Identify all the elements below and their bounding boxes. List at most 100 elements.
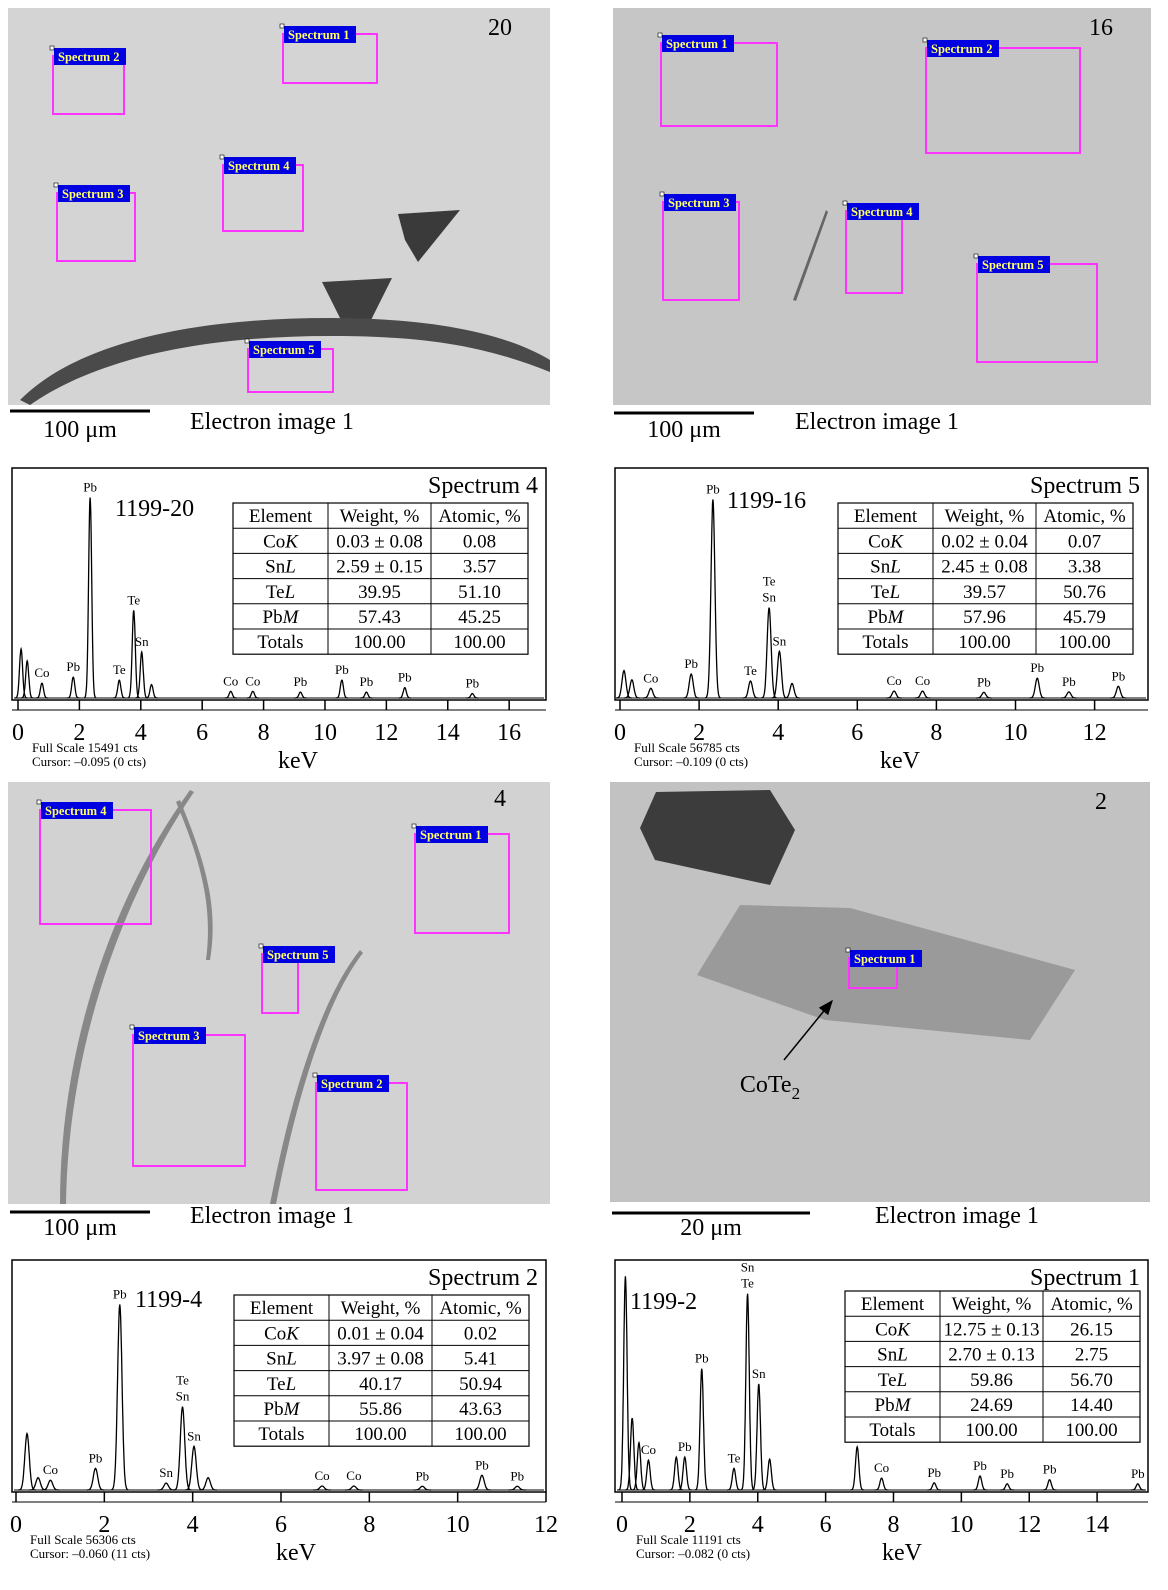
table-cell: 43.63 <box>459 1399 502 1420</box>
peak-label: Pb <box>1111 668 1125 683</box>
element-line: M <box>282 607 300 628</box>
image-number: 4 <box>494 786 506 812</box>
peak-label: Te <box>176 1373 189 1388</box>
table-header: Element <box>250 1298 314 1319</box>
element-line: L <box>285 1349 297 1370</box>
table-cell: 50.94 <box>459 1374 502 1395</box>
peak-label: Pb <box>294 674 308 689</box>
table-header: Atomic, % <box>1050 1294 1132 1315</box>
element-symbol: Te <box>871 582 890 603</box>
peak-label: Sn <box>135 634 149 649</box>
table-header: Atomic, % <box>438 506 520 527</box>
peak-label: Co <box>643 670 658 685</box>
table-cell: 59.86 <box>970 1370 1013 1391</box>
table-cell: 14.40 <box>1070 1395 1113 1416</box>
element-symbol: Pb <box>263 607 283 628</box>
spectrum-marker <box>313 1073 317 1077</box>
spectrum-marker <box>843 201 847 205</box>
table-cell: Totals <box>862 632 908 653</box>
spectrum-label: Spectrum 3 <box>62 187 123 201</box>
spectrum-label: Spectrum 4 <box>228 159 290 173</box>
peak-label: Pb <box>1000 1466 1014 1481</box>
table-cell: 100.00 <box>1058 632 1110 653</box>
element-symbol: Te <box>878 1370 897 1391</box>
table-cell: SnL <box>266 1349 297 1370</box>
table-cell: PbM <box>264 1399 301 1420</box>
full-scale: Full Scale 56306 cts <box>30 1532 136 1547</box>
spectrum-marker <box>923 38 927 42</box>
element-line: K <box>889 531 904 552</box>
table-cell: CoK <box>263 531 299 552</box>
element-symbol: Co <box>263 531 285 552</box>
full-scale: Full Scale 11191 cts <box>636 1532 741 1547</box>
x-tick-label: 10 <box>1004 720 1028 746</box>
table-cell: SnL <box>877 1345 908 1366</box>
spectrum-marker <box>658 33 662 37</box>
image-caption: Electron image 1 <box>190 1203 354 1229</box>
table-cell: 100.00 <box>958 632 1010 653</box>
element-line: L <box>284 557 296 578</box>
spectrum-marker <box>54 183 58 187</box>
x-tick-label: 12 <box>1017 1512 1041 1538</box>
element-symbol: Te <box>266 582 285 603</box>
sample-id: 1199-4 <box>135 1287 202 1313</box>
peak-label: Pb <box>398 670 412 685</box>
spectrum-marker <box>660 192 664 196</box>
x-tick-label: 8 <box>258 720 270 746</box>
spectrum-label: Spectrum 5 <box>253 343 314 357</box>
spectrum-label: Spectrum 1 <box>666 37 727 51</box>
image-caption: Electron image 1 <box>190 409 354 435</box>
table-cell: 45.79 <box>1063 607 1106 628</box>
spectrum-label: Spectrum 2 <box>931 42 992 56</box>
x-tick-label: 12 <box>374 720 398 746</box>
element-symbol: Co <box>868 531 890 552</box>
table-cell: TeL <box>878 1370 907 1391</box>
element-symbol: Pb <box>264 1399 284 1420</box>
peak-label: Pb <box>335 662 349 677</box>
table-cell: PbM <box>868 607 905 628</box>
peak-label: Pb <box>678 1439 692 1454</box>
x-tick-label: 6 <box>275 1512 287 1538</box>
annotation-subscript: 2 <box>792 1084 801 1103</box>
scale-label: 20 μm <box>680 1215 742 1241</box>
table-cell: 5.41 <box>464 1349 497 1370</box>
table-cell: SnL <box>265 557 296 578</box>
x-tick-label: 10 <box>313 720 337 746</box>
table-cell: 0.01 ± 0.04 <box>337 1323 424 1344</box>
table-cell: 100.00 <box>453 632 505 653</box>
spectrum-label: Spectrum 5 <box>267 948 328 962</box>
element-symbol: Sn <box>877 1345 898 1366</box>
element-line: M <box>894 1395 912 1416</box>
spectrum-title: Spectrum 4 <box>428 473 538 499</box>
table-cell: 57.96 <box>963 607 1006 628</box>
table-cell: 2.45 ± 0.08 <box>941 557 1027 578</box>
table-cell: 3.57 <box>463 557 496 578</box>
x-tick-label: 0 <box>10 1512 22 1538</box>
x-tick-label: 16 <box>497 720 521 746</box>
spectrum-marker <box>412 824 416 828</box>
table-cell: 3.97 ± 0.08 <box>337 1349 423 1370</box>
x-tick-label: 4 <box>187 1512 199 1538</box>
table-cell: TeL <box>266 582 295 603</box>
spectrum-label: Spectrum 4 <box>851 205 913 219</box>
table-header: Atomic, % <box>1043 506 1125 527</box>
table-cell: CoK <box>875 1319 911 1340</box>
table-cell: 24.69 <box>970 1395 1013 1416</box>
spectrum-label: Spectrum 1 <box>854 952 915 966</box>
table-cell: 50.76 <box>1063 582 1106 603</box>
panel: 2Spectrum 1CoTe220 μmElectron image 1Spe… <box>610 782 1150 1566</box>
peak-label: Pb <box>66 659 80 674</box>
scale-label: 100 μm <box>43 417 117 443</box>
element-symbol: Pb <box>868 607 888 628</box>
element-line: L <box>896 1370 908 1391</box>
peak-label: Pb <box>415 1468 429 1483</box>
peak-label: Te <box>763 574 776 589</box>
peak-label: Pb <box>1030 660 1044 675</box>
x-tick-label: 6 <box>820 1512 832 1538</box>
x-tick-label: 8 <box>363 1512 375 1538</box>
x-tick-label: 14 <box>1085 1512 1109 1538</box>
peak-label: Te <box>728 1450 741 1465</box>
x-tick-label: 0 <box>616 1512 628 1538</box>
table-header: Element <box>861 1294 925 1315</box>
x-tick-label: 6 <box>851 720 863 746</box>
